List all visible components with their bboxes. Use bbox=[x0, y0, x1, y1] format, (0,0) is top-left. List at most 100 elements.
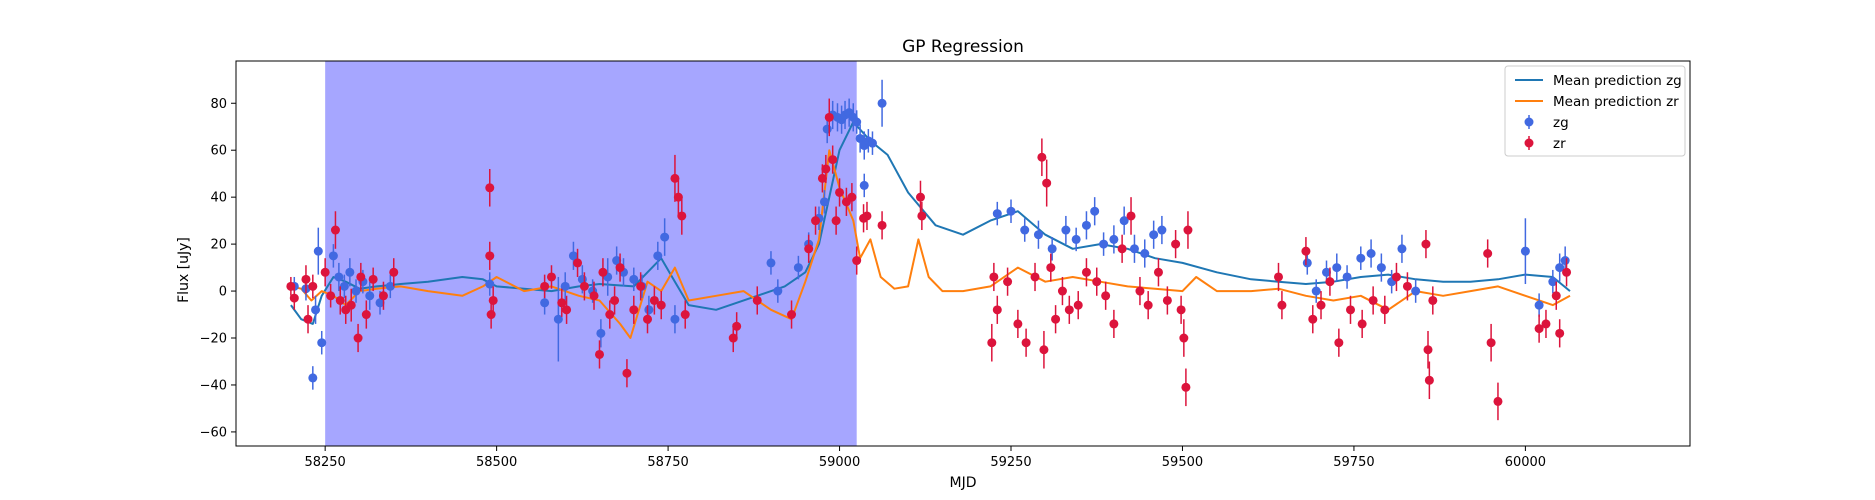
point-zr bbox=[622, 368, 632, 378]
point-zg bbox=[1520, 246, 1530, 256]
point-zr bbox=[1073, 300, 1083, 310]
y-axis-label: Flux [uJy] bbox=[176, 237, 192, 303]
y-tick-label: 60 bbox=[210, 144, 227, 159]
x-tick-label: 60000 bbox=[1505, 455, 1546, 470]
point-zr bbox=[1421, 239, 1431, 249]
point-zr bbox=[486, 310, 496, 320]
point-zg bbox=[992, 209, 1002, 219]
point-zg bbox=[822, 124, 832, 134]
point-zr bbox=[1013, 319, 1023, 329]
point-zg bbox=[540, 298, 550, 308]
point-zr bbox=[1316, 300, 1326, 310]
point-zr bbox=[557, 298, 567, 308]
point-zg bbox=[1090, 206, 1100, 216]
x-tick-label: 59750 bbox=[1333, 455, 1374, 470]
point-zr bbox=[1143, 300, 1153, 310]
point-zg bbox=[1366, 249, 1376, 258]
point-zr bbox=[335, 295, 345, 305]
y-tick-label: 0 bbox=[219, 285, 227, 300]
point-zr bbox=[1424, 375, 1434, 385]
point-zr bbox=[1357, 319, 1367, 329]
point-zg bbox=[1311, 286, 1321, 296]
point-zr bbox=[485, 251, 495, 261]
point-zr bbox=[303, 314, 313, 324]
legend-box bbox=[1504, 65, 1686, 157]
point-zr bbox=[598, 267, 608, 277]
point-zg bbox=[1560, 256, 1570, 266]
point-zr bbox=[1176, 305, 1186, 315]
y-tick-label: 20 bbox=[210, 238, 227, 253]
point-zr bbox=[346, 300, 356, 310]
point-zg bbox=[766, 258, 776, 268]
shaded-region-layer bbox=[325, 61, 857, 446]
point-zg bbox=[485, 279, 495, 289]
point-zr bbox=[917, 211, 927, 221]
point-zg bbox=[1149, 230, 1159, 240]
point-zr bbox=[1046, 263, 1056, 273]
point-zr bbox=[1428, 295, 1438, 305]
point-zr bbox=[656, 300, 666, 310]
point-zr bbox=[1126, 211, 1136, 221]
point-zr bbox=[680, 310, 690, 320]
point-zr bbox=[579, 281, 589, 291]
point-zr bbox=[610, 295, 620, 305]
point-zg bbox=[596, 328, 606, 338]
point-zr bbox=[573, 258, 583, 268]
point-zg bbox=[1047, 244, 1057, 254]
point-zg bbox=[859, 180, 869, 190]
point-zg bbox=[653, 251, 663, 261]
point-zr bbox=[732, 321, 742, 331]
point-zr bbox=[847, 192, 857, 202]
point-zr bbox=[1273, 272, 1283, 282]
x-tick-label: 58500 bbox=[476, 455, 517, 470]
point-zg bbox=[1033, 230, 1043, 240]
point-zr bbox=[1308, 314, 1318, 324]
point-zr bbox=[821, 164, 831, 174]
point-zr bbox=[1021, 338, 1031, 348]
point-zg bbox=[773, 286, 783, 296]
point-zr bbox=[485, 183, 495, 193]
point-zr bbox=[1391, 272, 1401, 282]
chart-title: GP Regression bbox=[902, 37, 1024, 57]
point-zg bbox=[1397, 244, 1407, 254]
legend: Mean prediction zg Mean prediction zr zg zr bbox=[1504, 65, 1686, 157]
point-zr bbox=[824, 112, 834, 122]
point-zr bbox=[1109, 319, 1119, 329]
point-zg bbox=[644, 305, 654, 315]
point-zg bbox=[375, 298, 385, 308]
point-zr bbox=[728, 333, 738, 343]
point-zg bbox=[1332, 263, 1342, 273]
point-zr bbox=[615, 263, 625, 273]
point-zg bbox=[1411, 286, 1421, 296]
y-tick-label: 80 bbox=[210, 97, 227, 112]
point-zr bbox=[828, 155, 838, 165]
point-zg bbox=[1081, 220, 1091, 230]
point-zr bbox=[987, 338, 997, 348]
point-zr bbox=[1039, 345, 1049, 355]
point-zr bbox=[361, 310, 371, 320]
point-zr bbox=[804, 244, 814, 254]
point-zg bbox=[629, 274, 639, 284]
point-zr bbox=[308, 281, 318, 291]
point-zr bbox=[629, 305, 639, 315]
point-zr bbox=[1346, 305, 1356, 315]
point-zg bbox=[317, 338, 327, 348]
point-zg bbox=[568, 251, 578, 261]
point-zg bbox=[1129, 244, 1139, 254]
plot-frame bbox=[235, 60, 1691, 447]
point-zr bbox=[1486, 338, 1496, 348]
axes: 58250 58500 58750 59000 59250 59500 59750 60000… bbox=[200, 60, 1691, 470]
point-zg bbox=[1109, 234, 1119, 244]
x-tick-label: 59250 bbox=[990, 455, 1031, 470]
point-zr bbox=[1153, 267, 1163, 277]
point-zg bbox=[1534, 300, 1544, 310]
point-zr bbox=[852, 256, 862, 266]
point-zr bbox=[835, 187, 845, 197]
point-zr bbox=[286, 281, 296, 291]
point-zr bbox=[326, 291, 336, 301]
point-zr bbox=[1562, 267, 1572, 277]
point-zr bbox=[992, 305, 1002, 315]
point-zg bbox=[612, 256, 622, 266]
point-zr bbox=[1081, 267, 1091, 277]
